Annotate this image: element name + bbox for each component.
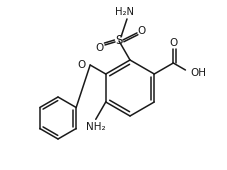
Text: NH₂: NH₂ xyxy=(86,122,106,132)
Text: H₂N: H₂N xyxy=(116,7,135,17)
Text: O: O xyxy=(138,26,146,36)
Text: O: O xyxy=(77,60,85,70)
Text: O: O xyxy=(169,38,178,48)
Text: O: O xyxy=(96,43,104,53)
Text: OH: OH xyxy=(190,68,206,78)
Text: S: S xyxy=(115,35,123,47)
